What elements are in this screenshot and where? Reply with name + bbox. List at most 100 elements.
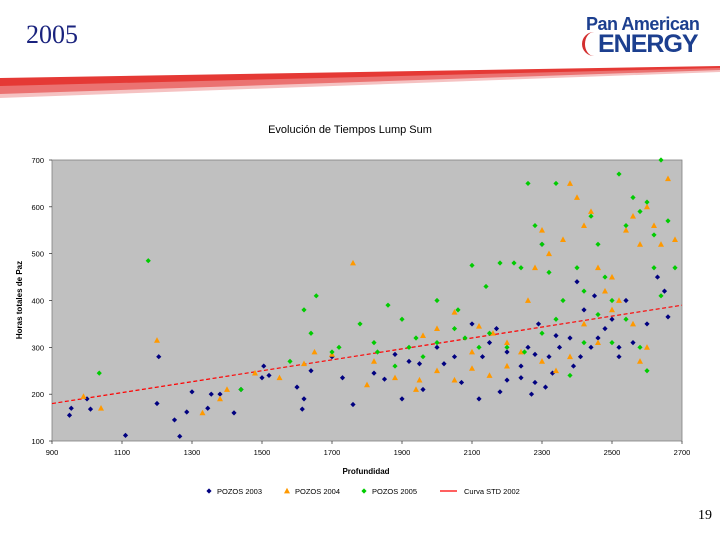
- point-pozos-2004: [420, 332, 426, 339]
- point-pozos-2004: [224, 386, 230, 392]
- y-tick-label: 700: [31, 156, 44, 165]
- x-tick-label: 900: [46, 448, 59, 457]
- point-pozos-2005: [145, 258, 151, 264]
- point-pozos-2003: [184, 409, 190, 415]
- point-pozos-2003: [504, 377, 510, 383]
- point-pozos-2003: [299, 406, 305, 412]
- point-pozos-2003: [609, 316, 615, 322]
- point-pozos-2004: [434, 325, 440, 331]
- x-tick-label: 1700: [324, 448, 341, 457]
- point-pozos-2005: [525, 180, 531, 187]
- point-pozos-2005: [413, 335, 419, 341]
- point-pozos-2004: [560, 236, 566, 243]
- point-pozos-2003: [392, 351, 398, 357]
- point-pozos-2005: [486, 330, 493, 336]
- point-pozos-2003: [208, 391, 214, 397]
- point-pozos-2005: [609, 297, 615, 304]
- point-pozos-2004: [98, 405, 104, 411]
- point-pozos-2004: [504, 339, 510, 346]
- point-pozos-2005: [637, 208, 643, 215]
- point-pozos-2003: [546, 354, 552, 360]
- point-pozos-2004: [630, 213, 636, 219]
- point-pozos-2004: [451, 376, 458, 383]
- point-pozos-2003: [66, 412, 73, 418]
- point-pozos-2005: [595, 311, 601, 318]
- point-pozos-2003: [177, 433, 183, 439]
- point-pozos-2004: [490, 330, 496, 336]
- point-pozos-2004: [504, 362, 510, 369]
- point-pozos-2005: [518, 265, 524, 271]
- x-tick-label: 1900: [394, 448, 411, 457]
- page-number: 19: [698, 508, 712, 523]
- point-pozos-2005: [574, 265, 580, 271]
- point-pozos-2003: [458, 379, 465, 386]
- point-pozos-2005: [644, 368, 650, 374]
- point-pozos-2003: [84, 396, 90, 402]
- point-pozos-2004: [574, 194, 580, 200]
- y-axis-label: Horas totales de Paz: [15, 261, 24, 339]
- point-pozos-2004: [546, 250, 552, 257]
- point-pozos-2004: [276, 374, 283, 381]
- y-tick-label: 100: [31, 437, 44, 446]
- point-pozos-2004: [392, 374, 398, 381]
- point-pozos-2004: [581, 320, 587, 327]
- point-pozos-2003: [518, 363, 524, 369]
- point-pozos-2004: [637, 358, 643, 364]
- point-pozos-2004: [644, 344, 650, 350]
- legend-swatch: [284, 487, 290, 494]
- point-pozos-2004: [532, 264, 538, 271]
- company-logo: Pan American ENERGY: [582, 14, 700, 60]
- point-pozos-2004: [644, 203, 650, 210]
- point-pozos-2003: [339, 375, 346, 381]
- point-pozos-2003: [87, 406, 94, 412]
- point-pozos-2004: [469, 348, 475, 355]
- x-axis-label: Profundidad: [342, 467, 389, 476]
- point-pozos-2003: [497, 389, 503, 395]
- point-pozos-2003: [266, 372, 272, 379]
- x-tick-label: 1100: [114, 448, 130, 457]
- logo-line2: ENERGY: [598, 30, 699, 58]
- point-pozos-2003: [577, 354, 584, 360]
- point-pozos-2005: [434, 297, 440, 304]
- scatter-chart: Evolución de Tiempos Lump Sum 100 200 300 4…: [15, 124, 690, 496]
- point-pozos-2004: [350, 259, 356, 266]
- point-pozos-2003: [451, 354, 458, 360]
- point-pozos-2003: [308, 368, 314, 374]
- x-tick-label: 1500: [254, 448, 271, 457]
- point-pozos-2004: [588, 208, 594, 214]
- point-pozos-2003: [171, 417, 178, 423]
- point-pozos-2004: [252, 369, 258, 376]
- point-pozos-2003: [294, 384, 300, 390]
- point-pozos-2004: [595, 339, 601, 346]
- point-pozos-2004: [651, 222, 657, 228]
- point-pozos-2003: [532, 379, 538, 386]
- point-pozos-2004: [416, 376, 423, 383]
- point-pozos-2003: [261, 363, 267, 369]
- legend-label: Curva STD 2002: [464, 487, 520, 496]
- legend-label: POZOS 2004: [295, 487, 340, 496]
- point-pozos-2004: [217, 395, 223, 402]
- point-pozos-2005: [374, 349, 381, 355]
- point-pozos-2004: [525, 297, 531, 303]
- point-pozos-2005: [329, 349, 335, 355]
- x-tick-label: 1300: [184, 448, 201, 457]
- banner-stripe-light: [0, 68, 720, 98]
- point-pozos-2004: [154, 337, 160, 343]
- point-pozos-2005: [630, 194, 636, 201]
- point-pozos-2005: [588, 213, 594, 219]
- point-pozos-2003: [156, 354, 162, 360]
- point-pozos-2004: [658, 241, 664, 247]
- point-pozos-2003: [623, 297, 629, 304]
- point-pozos-2003: [399, 396, 405, 402]
- point-pozos-2004: [567, 180, 573, 186]
- point-pozos-2005: [595, 241, 601, 247]
- point-pozos-2005: [644, 199, 650, 205]
- point-pozos-2004: [539, 358, 545, 364]
- point-pozos-2005: [462, 335, 468, 341]
- point-pozos-2004: [616, 297, 622, 303]
- point-pozos-2003: [441, 361, 447, 367]
- point-pozos-2004: [623, 227, 629, 233]
- point-pozos-2005: [560, 297, 566, 304]
- point-pozos-2004: [581, 222, 587, 228]
- point-pozos-2005: [539, 241, 545, 247]
